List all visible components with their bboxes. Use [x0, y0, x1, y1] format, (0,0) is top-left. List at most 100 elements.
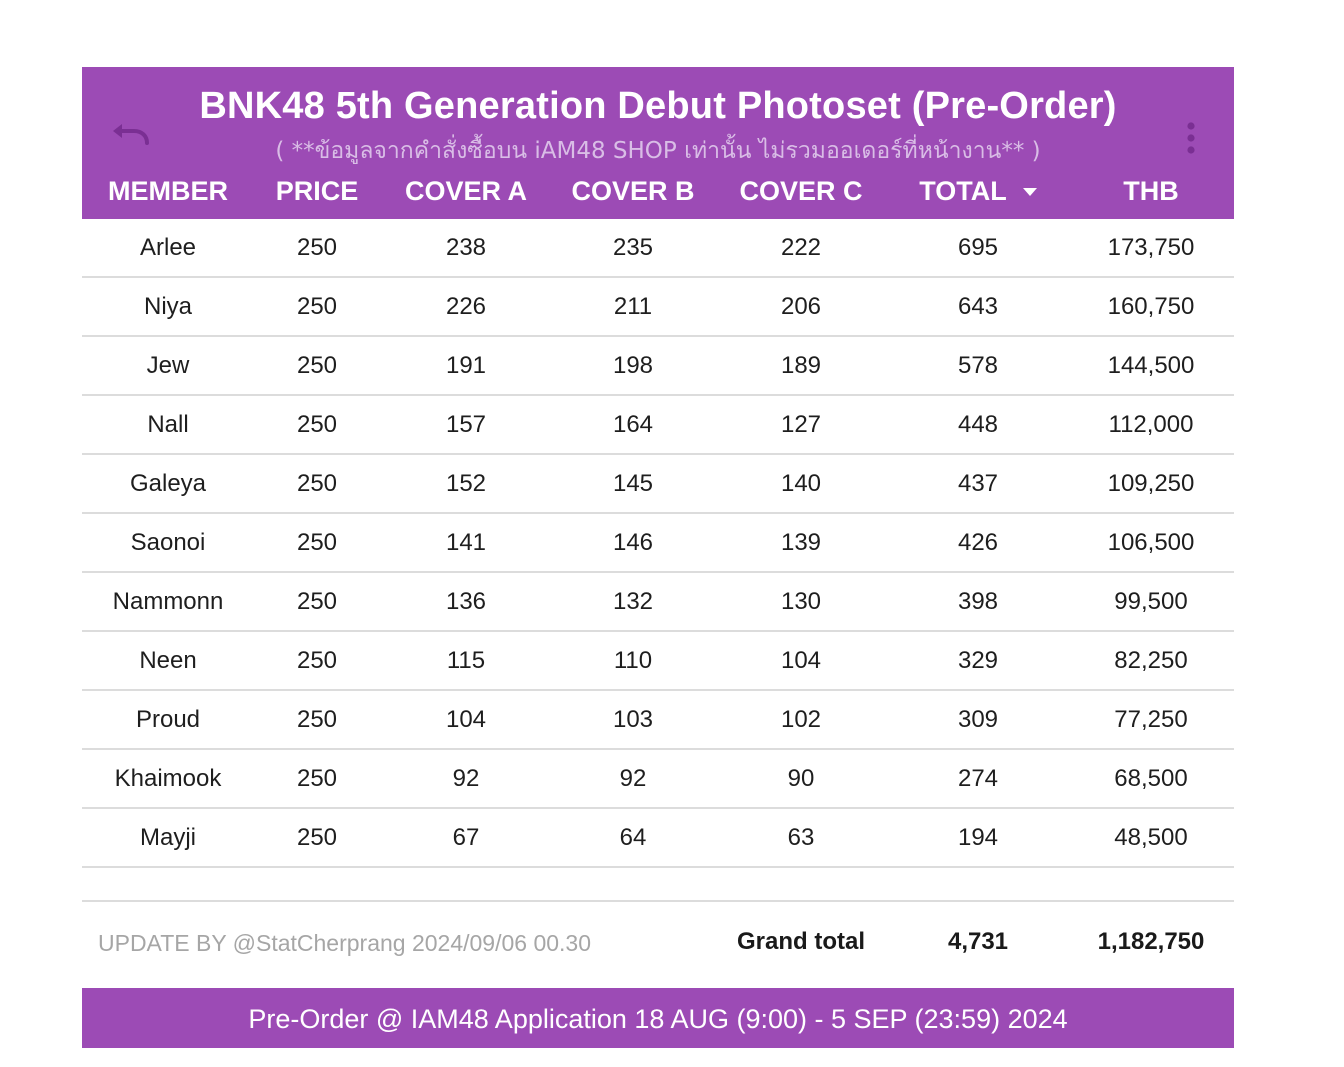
grand-total-thb: 1,182,750 [1097, 928, 1205, 955]
cell-price: 250 [296, 765, 338, 792]
cell-total: 437 [957, 470, 999, 497]
summary-row: UPDATE BY @StatCherprang 2024/09/06 00.3… [82, 902, 1234, 988]
cell-cover-b: 110 [613, 647, 653, 674]
more-vert-icon[interactable] [1186, 121, 1196, 155]
cell-member: Nammonn [112, 588, 224, 615]
table-divider [82, 868, 1234, 902]
cell-total: 274 [957, 765, 999, 792]
cell-thb: 77,250 [1114, 706, 1188, 733]
table-row[interactable]: Nall 250 157 164 127 448 112,000 [82, 396, 1234, 455]
column-header-thb[interactable]: THB [1068, 174, 1234, 208]
cell-cover-a: 104 [445, 706, 487, 733]
cell-price: 250 [296, 411, 338, 438]
cell-total: 398 [957, 588, 999, 615]
table-row[interactable]: Nammonn 250 136 132 130 398 99,500 [82, 573, 1234, 632]
column-header-cover-b[interactable]: COVER B [552, 174, 714, 208]
cell-total: 426 [957, 529, 999, 556]
table-body: Arlee 250 238 235 222 695 173,750 Niya 250 226 211… [82, 219, 1234, 868]
cell-cover-b: 64 [619, 824, 647, 851]
column-header-cover-c[interactable]: COVER C [714, 174, 888, 208]
cell-member: Mayji [139, 824, 196, 851]
table-row[interactable]: Khaimook 250 92 92 90 274 68,500 [82, 750, 1234, 809]
column-header-member[interactable]: MEMBER [82, 174, 254, 208]
column-header-label: THB [1123, 175, 1179, 206]
update-credit: UPDATE BY @StatCherprang 2024/09/06 00.3… [98, 930, 592, 956]
cell-thb: 48,500 [1114, 824, 1188, 851]
column-header-label: MEMBER [108, 175, 228, 206]
cell-thb: 82,250 [1114, 647, 1188, 674]
cell-member: Arlee [139, 234, 197, 261]
cell-price: 250 [296, 706, 338, 733]
cell-price: 250 [296, 352, 338, 379]
cell-cover-c: 140 [780, 470, 822, 497]
column-header-label: TOTAL [919, 175, 1007, 206]
table-row[interactable]: Saonoi 250 141 146 139 426 106,500 [82, 514, 1234, 573]
cell-cover-c: 206 [780, 293, 822, 320]
grand-total-count: 4,731 [947, 928, 1009, 955]
column-header-label: COVER A [404, 175, 527, 206]
cell-thb: 144,500 [1107, 352, 1195, 379]
cell-cover-c: 90 [787, 765, 815, 792]
cell-cover-a: 152 [445, 470, 487, 497]
cell-cover-c: 189 [780, 352, 822, 379]
cell-cover-b: 211 [613, 293, 653, 320]
cell-member: Niya [143, 293, 192, 320]
cell-thb: 160,750 [1107, 293, 1195, 320]
table-row[interactable]: Mayji 250 67 64 63 194 48,500 [82, 809, 1234, 868]
cell-thb: 99,500 [1114, 588, 1188, 615]
cell-price: 250 [296, 529, 338, 556]
cell-price: 250 [296, 647, 338, 674]
table-row[interactable]: Neen 250 115 110 104 329 82,250 [82, 632, 1234, 691]
cell-cover-a: 191 [445, 352, 487, 379]
page-subtitle: ( **ข้อมูลจากคำสั่งซื้อบน iAM48 SHOP เท่… [275, 138, 1041, 164]
column-header-total[interactable]: TOTAL [888, 174, 1068, 208]
column-header-price[interactable]: PRICE [254, 174, 380, 208]
cell-cover-c: 139 [780, 529, 822, 556]
cell-thb: 109,250 [1107, 470, 1195, 497]
cell-cover-a: 67 [452, 824, 480, 851]
column-header-label: COVER B [571, 175, 695, 206]
cell-cover-a: 115 [446, 647, 486, 674]
table-row[interactable]: Arlee 250 238 235 222 695 173,750 [82, 219, 1234, 278]
cell-member: Saonoi [130, 529, 206, 556]
cell-cover-b: 92 [619, 765, 647, 792]
grand-total-label: Grand total [736, 928, 865, 955]
undo-icon[interactable] [110, 123, 150, 149]
cell-total: 329 [957, 647, 999, 674]
cell-cover-b: 145 [612, 470, 654, 497]
cell-cover-c: 63 [787, 824, 815, 851]
photoset-table-widget: BNK48 5th Generation Debut Photoset (Pre… [82, 67, 1234, 1048]
cell-price: 250 [296, 588, 338, 615]
column-header-label: COVER C [739, 175, 863, 206]
cell-cover-c: 130 [780, 588, 822, 615]
cell-price: 250 [296, 293, 338, 320]
sort-descending-icon[interactable] [1022, 188, 1037, 196]
cell-cover-b: 235 [612, 234, 654, 261]
cell-cover-b: 132 [612, 588, 654, 615]
cell-cover-a: 141 [445, 529, 487, 556]
cell-price: 250 [296, 234, 338, 261]
cell-thb: 173,750 [1107, 234, 1195, 261]
cell-member: Jew [146, 352, 190, 379]
cell-cover-b: 164 [612, 411, 654, 438]
cell-member: Khaimook [114, 765, 222, 792]
cell-cover-b: 198 [612, 352, 654, 379]
table-row[interactable]: Niya 250 226 211 206 643 160,750 [82, 278, 1234, 337]
cell-cover-a: 238 [445, 234, 487, 261]
table-row[interactable]: Jew 250 191 198 189 578 144,500 [82, 337, 1234, 396]
cell-total: 578 [957, 352, 999, 379]
table-row[interactable]: Galeya 250 152 145 140 437 109,250 [82, 455, 1234, 514]
preorder-footer-banner: Pre-Order @ IAM48 Application 18 AUG (9:… [82, 988, 1234, 1048]
cell-total: 643 [957, 293, 999, 320]
cell-cover-a: 92 [452, 765, 480, 792]
cell-cover-c: 102 [780, 706, 822, 733]
table-row[interactable]: Proud 250 104 103 102 309 77,250 [82, 691, 1234, 750]
cell-total: 695 [957, 234, 999, 261]
cell-member: Neen [139, 647, 197, 674]
cell-thb: 106,500 [1107, 529, 1195, 556]
cell-total: 194 [957, 824, 999, 851]
cell-total: 309 [957, 706, 999, 733]
cell-thb: 112,000 [1108, 411, 1194, 438]
column-header-cover-a[interactable]: COVER A [380, 174, 552, 208]
cell-price: 250 [296, 470, 338, 497]
